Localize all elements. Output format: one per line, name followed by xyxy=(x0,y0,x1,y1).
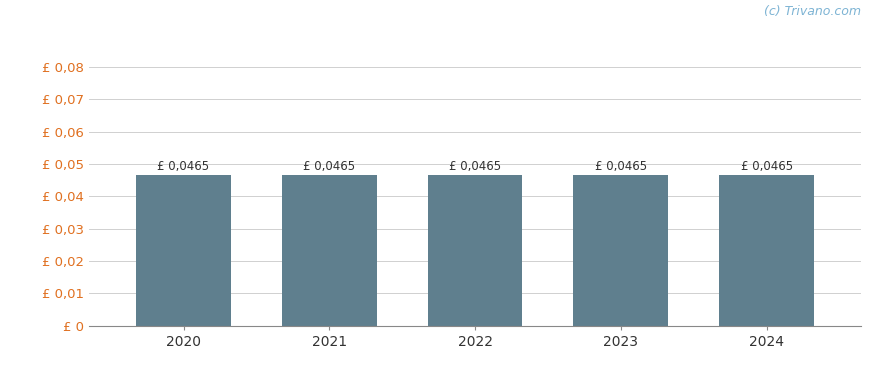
Text: £ 0,0465: £ 0,0465 xyxy=(157,160,210,173)
Bar xyxy=(136,175,231,326)
Bar xyxy=(574,175,668,326)
Text: £ 0,0465: £ 0,0465 xyxy=(741,160,793,173)
Bar xyxy=(719,175,814,326)
Text: £ 0,0465: £ 0,0465 xyxy=(595,160,647,173)
Text: (c) Trivano.com: (c) Trivano.com xyxy=(765,5,861,18)
Text: £ 0,0465: £ 0,0465 xyxy=(303,160,355,173)
Bar xyxy=(282,175,377,326)
Bar xyxy=(428,175,522,326)
Text: £ 0,0465: £ 0,0465 xyxy=(449,160,501,173)
